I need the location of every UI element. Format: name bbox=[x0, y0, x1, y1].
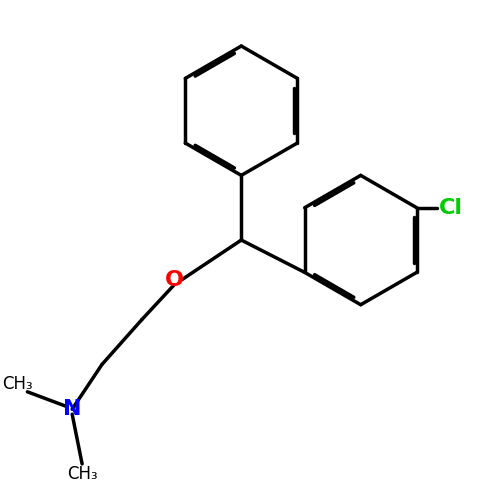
Text: CH₃: CH₃ bbox=[67, 465, 98, 483]
Text: Cl: Cl bbox=[439, 198, 463, 218]
Text: O: O bbox=[164, 270, 184, 290]
Text: N: N bbox=[63, 399, 82, 419]
Text: CH₃: CH₃ bbox=[2, 376, 32, 394]
